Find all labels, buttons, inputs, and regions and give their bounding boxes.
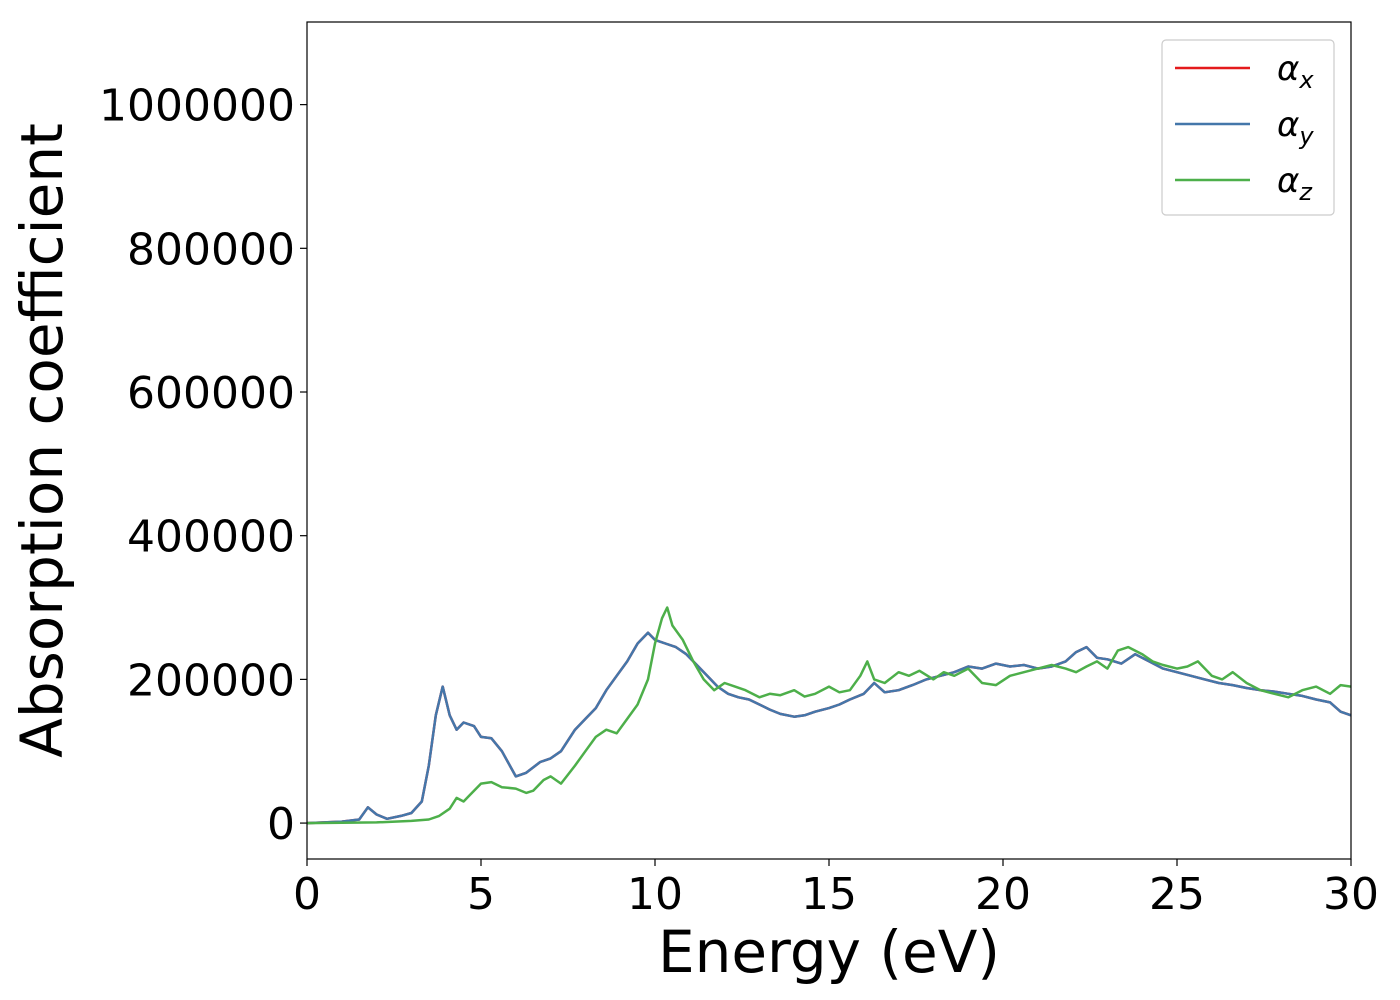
y-tick-label: 0 [267, 799, 295, 850]
series-line-x [306, 631, 1352, 825]
x-tick-label: 5 [467, 869, 495, 920]
y-tick-label: 400000 [127, 512, 295, 563]
y-tick-label: 800000 [127, 224, 295, 275]
x-axis-label: Energy (eV) [658, 918, 1000, 986]
series-lines [306, 606, 1352, 825]
x-tick-label: 15 [801, 869, 857, 920]
y-tick-label: 1000000 [99, 81, 295, 132]
y-tick-label: 600000 [127, 368, 295, 419]
series-line-y [306, 631, 1352, 825]
y-axis-ticks: 0 200000 400000 600000 800000 1000000 [99, 81, 307, 850]
x-tick-label: 10 [627, 869, 683, 920]
legend-label-z: αz [1277, 161, 1313, 206]
y-tick-label: 200000 [127, 655, 295, 706]
x-axis-ticks: 0 5 10 15 20 25 30 [293, 859, 1379, 920]
x-tick-label: 25 [1149, 869, 1205, 920]
x-tick-label: 20 [975, 869, 1031, 920]
x-tick-label: 0 [293, 869, 321, 920]
legend-box [1161, 39, 1335, 216]
x-tick-label: 30 [1323, 869, 1379, 920]
series-line-z [306, 606, 1352, 825]
y-axis-label: Absorption coefficient [8, 123, 76, 758]
